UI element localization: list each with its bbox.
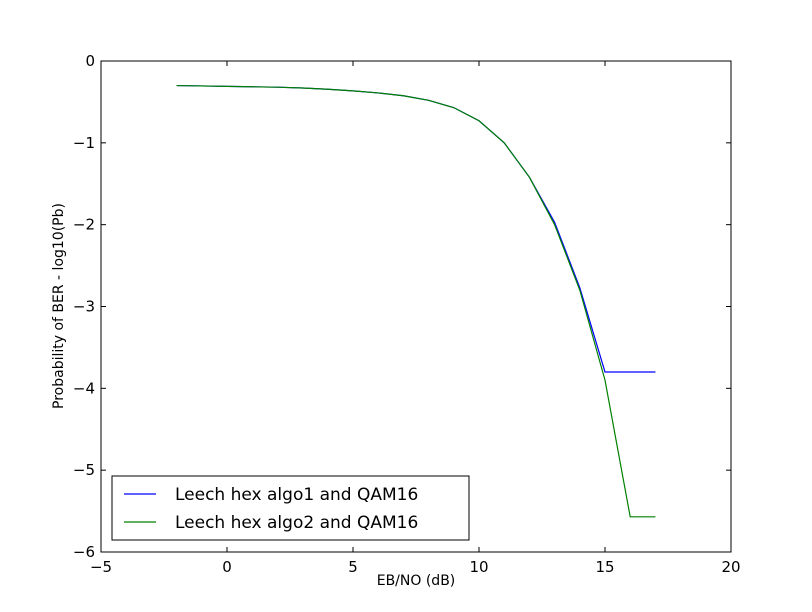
series-line-2: [176, 84, 656, 518]
y-axis-label: Probability of BER - log10(Pb): [51, 203, 67, 409]
y-tick-label: −5: [73, 461, 95, 479]
x-tick-label: −5: [90, 558, 112, 576]
x-axis-label: EB/NO (dB): [377, 573, 456, 589]
legend-label-series-1: Leech hex algo1 and QAM16: [175, 485, 418, 505]
y-tick-label: 0: [85, 52, 95, 70]
y-tick-label: −4: [73, 379, 95, 397]
ticks-layer: −5 0 5 10 15 200−1−2−3−4−5−6: [73, 52, 741, 576]
x-tick-label: 20: [721, 558, 740, 576]
y-tick-label: −3: [73, 298, 95, 316]
legend-box: [111, 475, 470, 541]
x-tick-label: 0: [222, 558, 232, 576]
y-tick-label: −6: [73, 543, 95, 561]
x-tick-label: 15: [595, 558, 614, 576]
x-tick-label: 10: [469, 558, 488, 576]
legend-label-series-2: Leech hex algo2 and QAM16: [175, 513, 418, 533]
y-tick-label: −1: [73, 134, 95, 152]
x-tick-label: 5: [348, 558, 358, 576]
legend: Leech hex algo1 and QAM16 Leech hex algo…: [111, 475, 470, 541]
plot-area: [101, 61, 731, 552]
series-layer: [176, 84, 656, 518]
y-tick-label: −2: [73, 216, 95, 234]
